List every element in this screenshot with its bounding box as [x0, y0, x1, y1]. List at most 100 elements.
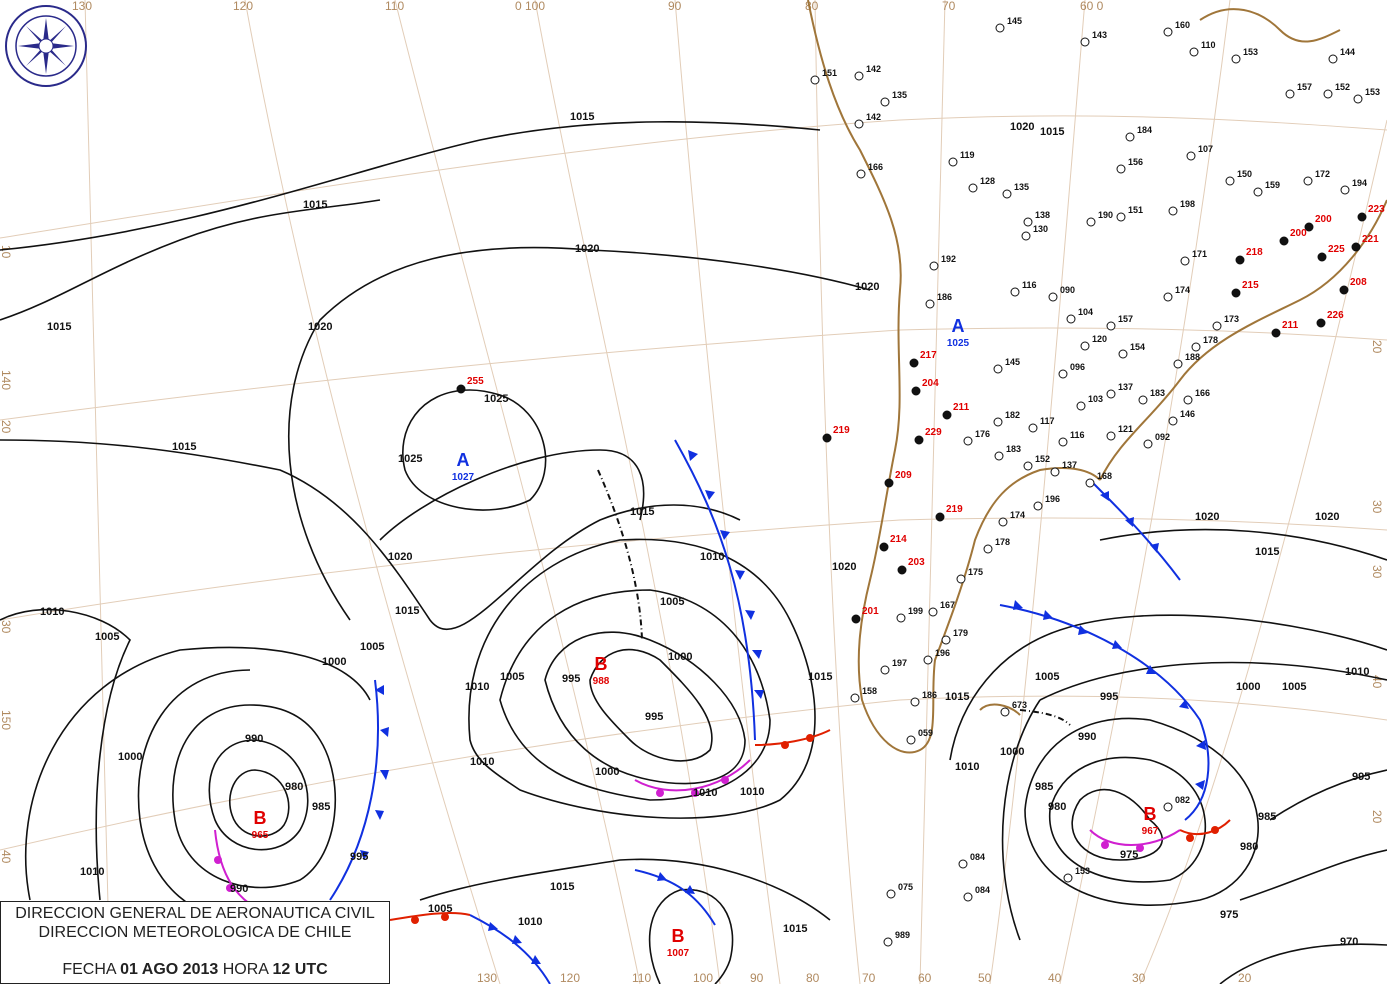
station-marker [1000, 707, 1010, 717]
isobar-label: 1010 [693, 787, 717, 799]
station-value: 153 [1365, 87, 1380, 97]
station-value: 103 [1088, 394, 1103, 404]
isobar-label: 995 [350, 851, 368, 863]
isobar-label: 990 [245, 733, 263, 745]
station-value: 059 [918, 728, 933, 738]
station-marker [1357, 212, 1367, 222]
station-value: 121 [1118, 424, 1133, 434]
isobar-label: 995 [645, 711, 663, 723]
station-value: 186 [937, 292, 952, 302]
station-value: 214 [890, 534, 907, 545]
isobar-label: 1015 [303, 199, 327, 211]
isobar-label: 985 [1258, 811, 1276, 823]
isobar-label: 1010 [740, 786, 764, 798]
station-marker [929, 261, 939, 271]
station-marker [1271, 328, 1281, 338]
isobar-label: 1015 [783, 923, 807, 935]
station-marker [1279, 236, 1289, 246]
station-value: 225 [1328, 244, 1345, 255]
station-value: 096 [1070, 362, 1085, 372]
isobar-label: 1010 [40, 606, 64, 618]
station-marker [1180, 256, 1190, 266]
station-marker [880, 665, 890, 675]
station-value: 128 [980, 176, 995, 186]
isobar-label: 1015 [550, 881, 574, 893]
station-plots: 255 217 204 211 229 219 209 219 214 203 201 223 200 2… [456, 16, 1385, 947]
station-value: 196 [1045, 494, 1060, 504]
isobar-label: 995 [1100, 691, 1118, 703]
station-marker [993, 417, 1003, 427]
station-marker [886, 889, 896, 899]
station-marker [1168, 206, 1178, 216]
station-marker [854, 71, 864, 81]
station-value: 215 [1242, 280, 1259, 291]
station-marker [1106, 321, 1116, 331]
grid-label-bottom: 120 [560, 971, 580, 984]
isobars [0, 121, 1387, 984]
station-value: 178 [1203, 335, 1218, 345]
station-value: 082 [1175, 795, 1190, 805]
station-marker [1143, 439, 1153, 449]
station-marker [1163, 802, 1173, 812]
isobar-label: 1020 [1195, 511, 1219, 523]
station-value: 138 [1035, 210, 1050, 220]
grid-label-top: 90 [668, 0, 682, 13]
station-marker [1080, 37, 1090, 47]
station-value: 144 [1340, 47, 1355, 57]
station-value: 116 [1070, 430, 1085, 440]
isobar-label: 1020 [575, 243, 599, 255]
isobar-label: 1010 [465, 681, 489, 693]
station-marker [822, 433, 832, 443]
station-value: 200 [1290, 228, 1307, 239]
station-value: 200 [1315, 214, 1332, 225]
station-value: 130 [1033, 224, 1048, 234]
station-marker [983, 544, 993, 554]
grid-label-left: 20 [0, 420, 13, 434]
station-marker [1048, 292, 1058, 302]
station-marker [1351, 242, 1361, 252]
pressure-center-value: 1007 [667, 948, 690, 959]
isobar-label: 970 [1340, 936, 1358, 948]
station-marker [1317, 252, 1327, 262]
station-marker [1339, 285, 1349, 295]
station-value: 166 [1195, 388, 1210, 398]
station-marker [914, 435, 924, 445]
isobar-label: 1010 [955, 761, 979, 773]
station-value: 192 [941, 254, 956, 264]
grid-label-right: 30 [1370, 500, 1384, 514]
station-marker [810, 75, 820, 85]
isobar-label: 995 [562, 673, 580, 685]
station-marker [1138, 395, 1148, 405]
station-value: 179 [953, 628, 968, 638]
isobar-label: 1015 [47, 321, 71, 333]
isobar-label: 1015 [808, 671, 832, 683]
station-value: 150 [1237, 169, 1252, 179]
time-value: 12 UTC [272, 961, 328, 978]
station-marker [1080, 341, 1090, 351]
station-value: 673 [1012, 700, 1027, 710]
pressure-centers: A 1027 A 1025 B 988 B 965 B 967 B 1007 [252, 316, 1159, 959]
isobar-label: 990 [1078, 731, 1096, 743]
station-value: 168 [1097, 471, 1112, 481]
grid-label-right: 30 [1370, 565, 1384, 579]
station-value: 145 [1007, 16, 1022, 26]
grid-label-left: 140 [0, 370, 13, 390]
station-marker [1023, 217, 1033, 227]
station-value: 104 [1078, 307, 1093, 317]
station-value: 157 [1118, 314, 1133, 324]
station-marker [1189, 47, 1199, 57]
station-value: 218 [1246, 247, 1263, 258]
station-marker [1304, 222, 1314, 232]
station-value: 201 [862, 606, 879, 617]
station-value: 117 [1040, 416, 1055, 426]
station-value: 255 [467, 376, 484, 387]
station-marker [995, 23, 1005, 33]
station-value: 107 [1198, 144, 1213, 154]
isobar-label: 995 [1352, 771, 1370, 783]
station-marker [1285, 89, 1295, 99]
station-marker [880, 97, 890, 107]
isobar-label: 1010 [80, 866, 104, 878]
